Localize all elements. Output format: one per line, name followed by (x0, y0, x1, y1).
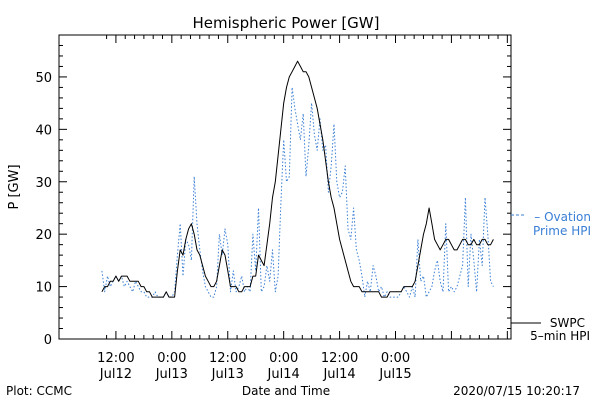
plot-timestamp: 2020/07/15 10:20:17 (453, 384, 580, 398)
chart-title: Hemispheric Power [GW] (193, 14, 380, 32)
legend-ovation-line2: Prime HPI (533, 224, 591, 238)
y-tick-label: 0 (44, 333, 52, 348)
x-tick-date-label: Jul13 (211, 367, 244, 382)
x-tick-date-label: Jul14 (267, 367, 300, 382)
x-tick-time-label: 0:00 (381, 351, 410, 366)
series-layer (101, 60, 494, 298)
y-axis-label: P [GW] (7, 164, 22, 209)
x-axis-label: Date and Time (242, 384, 330, 398)
x-tick-time-label: 0:00 (269, 351, 298, 366)
legend-swpc-line1: SWPC (550, 316, 585, 330)
legend-ovation-line1: – Ovation (534, 210, 591, 224)
y-tick-label: 20 (35, 228, 52, 243)
x-tick-time-label: 12:00 (97, 351, 134, 366)
x-axis: 12:00Jul120:00Jul1312:00Jul130:00Jul1412… (97, 35, 508, 382)
y-tick-label: 50 (35, 71, 52, 86)
x-tick-time-label: 12:00 (321, 351, 358, 366)
y-tick-label: 30 (35, 176, 52, 191)
swpc-5min-series-line (101, 60, 494, 298)
plot-frame (58, 34, 512, 340)
legend-swpc-line2: 5–min HPI (530, 329, 590, 343)
plot-credit: Plot: CCMC (6, 384, 72, 398)
y-tick-label: 40 (35, 123, 52, 138)
x-tick-date-label: Jul13 (155, 367, 188, 382)
x-tick-date-label: Jul14 (322, 367, 355, 382)
ovation-prime-series-line (101, 86, 494, 298)
x-tick-date-label: Jul15 (378, 367, 411, 382)
x-tick-date-label: Jul12 (99, 367, 132, 382)
y-tick-label: 10 (35, 281, 52, 296)
x-tick-time-label: 12:00 (209, 351, 246, 366)
x-tick-time-label: 0:00 (157, 351, 186, 366)
y-axis: 0 10 20 30 40 50 (35, 44, 511, 348)
